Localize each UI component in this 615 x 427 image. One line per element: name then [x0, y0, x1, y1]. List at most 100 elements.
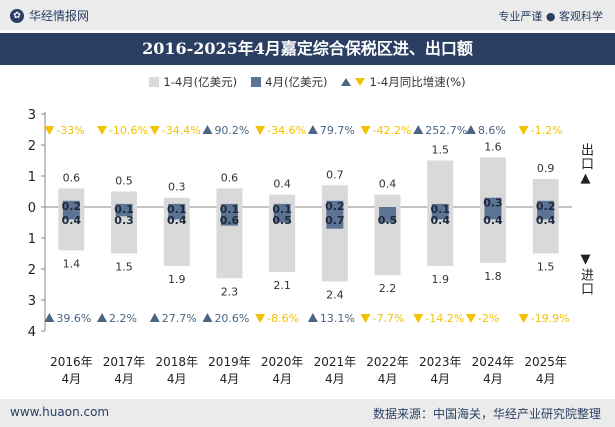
legend-monthly: 4月(亿美元)	[251, 74, 327, 90]
brand-name: 华经情报网	[29, 9, 90, 23]
legend-monthly-swatch	[251, 77, 262, 87]
import-growth-label: 2.2%	[109, 312, 137, 325]
import-monthly-bar	[115, 207, 133, 217]
import-side-label: ▼进口	[576, 252, 595, 296]
import-monthly-bar	[273, 207, 291, 223]
x-tick-label-month: 4月	[430, 372, 450, 386]
x-tick-label-year: 2024年	[472, 355, 515, 369]
export-monthly-label: 0.1	[167, 203, 187, 216]
export-monthly-label: 0.1	[431, 203, 451, 216]
x-tick-label-year: 2021年	[314, 355, 357, 369]
import-growth-marker	[97, 313, 108, 322]
export-monthly-bar	[484, 197, 502, 207]
site-link[interactable]: www.huaon.com	[10, 405, 110, 419]
export-cumulative-label: 0.6	[63, 171, 81, 184]
export-monthly-bar	[168, 203, 186, 207]
export-growth-label: -1.2%	[531, 124, 563, 137]
export-cumulative-label: 1.5	[432, 144, 450, 157]
import-growth-marker	[465, 314, 476, 323]
data-source: 数据来源：中国海关，华经产业研究院整理	[372, 407, 601, 421]
import-monthly-bar	[62, 207, 80, 220]
top-bar: ✿ 华经情报网 专业严谨 ● 客观科学	[0, 0, 615, 30]
import-cumulative-label: 1.5	[537, 261, 555, 274]
import-monthly-label: 0.4	[431, 214, 451, 227]
export-growth-label: -34.6%	[267, 124, 306, 137]
export-growth-label: -42.2%	[373, 124, 412, 137]
export-monthly-bar	[220, 203, 238, 207]
export-growth-marker	[307, 125, 318, 134]
y-tick-label: 2	[28, 139, 36, 154]
import-monthly-bar	[326, 207, 344, 229]
arrow-down-icon: ▼	[578, 252, 593, 268]
export-monthly-bar	[431, 203, 449, 207]
x-tick-label-month: 4月	[220, 372, 240, 386]
brand: ✿ 华经情报网	[10, 7, 89, 24]
export-monthly-bar	[62, 200, 80, 207]
import-monthly-bar	[220, 207, 238, 226]
x-tick-label-year: 2022年	[366, 355, 409, 369]
import-cumulative-label: 2.1	[273, 279, 291, 292]
export-monthly-label: 0.2	[62, 200, 82, 213]
export-growth-marker	[413, 125, 424, 134]
export-label-text: 出口	[578, 143, 593, 171]
import-growth-marker	[360, 314, 371, 323]
export-cumulative-bar	[163, 197, 190, 207]
import-growth-marker	[307, 313, 318, 322]
import-monthly-bar	[537, 207, 555, 220]
import-monthly-label: 0.4	[167, 214, 187, 227]
export-cumulative-label: 0.7	[326, 168, 344, 181]
y-tick-label: 1	[28, 232, 36, 247]
import-cumulative-label: 1.8	[484, 270, 502, 283]
triangle-up-icon	[341, 78, 352, 86]
export-cumulative-label: 0.4	[379, 178, 397, 191]
export-growth-label: 79.7%	[320, 124, 355, 137]
import-cumulative-label: 2.2	[379, 282, 397, 295]
import-growth-label: -19.9%	[531, 312, 570, 325]
legend-cumulative: 1-4月(亿美元)	[149, 74, 237, 90]
export-growth-marker	[255, 126, 266, 135]
export-cumulative-bar	[427, 160, 454, 207]
x-tick-label-year: 2016年	[50, 355, 93, 369]
import-growth-marker	[255, 314, 266, 323]
export-cumulative-bar	[216, 188, 243, 207]
triangle-down-icon	[355, 78, 366, 86]
import-cumulative-label: 2.3	[221, 285, 239, 298]
import-growth-label: -2%	[478, 312, 499, 325]
import-monthly-label: 0.3	[114, 214, 134, 227]
import-monthly-label: 0.6	[220, 214, 240, 227]
y-tick-label: 1	[28, 170, 36, 185]
x-tick-label-year: 2023年	[419, 355, 462, 369]
x-tick-label-year: 2019年	[208, 355, 251, 369]
export-growth-marker	[518, 126, 529, 135]
export-monthly-label: 0.1	[272, 203, 292, 216]
export-growth-marker	[149, 126, 160, 135]
export-cumulative-label: 1.6	[484, 140, 502, 153]
export-growth-marker	[44, 126, 55, 135]
import-growth-marker	[149, 313, 160, 322]
x-tick-label-month: 4月	[62, 372, 82, 386]
import-monthly-label: 0.4	[536, 214, 556, 227]
legend-yoy: 1-4月同比增速(%)	[341, 74, 466, 90]
footer: www.huaon.com 数据来源：中国海关，华经产业研究院整理	[0, 399, 615, 427]
import-monthly-bar	[431, 207, 449, 220]
export-cumulative-label: 0.6	[221, 171, 239, 184]
export-growth-label: 252.7%	[425, 124, 467, 137]
export-monthly-label: 0.1	[220, 203, 240, 216]
export-growth-label: -10.6%	[109, 124, 148, 137]
import-growth-label: 13.1%	[320, 312, 355, 325]
import-monthly-label: 0.4	[483, 214, 503, 227]
y-tick-label: 4	[28, 325, 36, 340]
export-growth-label: -34.4%	[162, 124, 201, 137]
import-growth-label: 39.6%	[56, 312, 91, 325]
arrow-up-icon: ▲	[578, 171, 593, 187]
import-cumulative-label: 1.5	[115, 261, 133, 274]
import-growth-label: -7.7%	[373, 312, 405, 325]
x-tick-label-year: 2017年	[103, 355, 146, 369]
import-monthly-bar	[379, 207, 397, 223]
legend-cumulative-swatch	[149, 77, 160, 87]
import-growth-marker	[413, 314, 424, 323]
legend: 1-4月(亿美元) 4月(亿美元) 1-4月同比增速(%)	[0, 74, 615, 90]
export-growth-label: -33%	[56, 124, 84, 137]
export-growth-marker	[202, 125, 213, 134]
x-tick-label-month: 4月	[536, 372, 556, 386]
